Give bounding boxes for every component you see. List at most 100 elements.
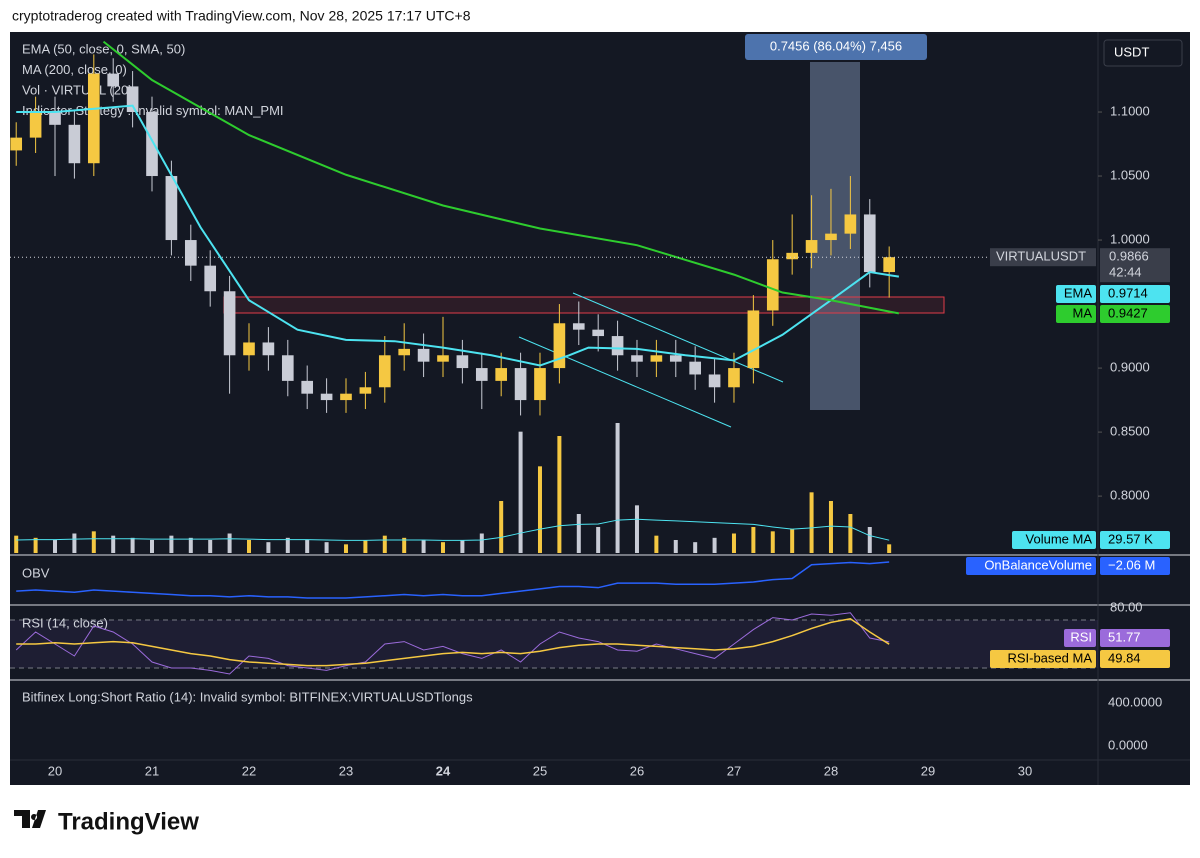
candle-body: [495, 368, 508, 381]
candle-body: [475, 368, 488, 381]
candle-body: [728, 368, 740, 388]
volume-bar: [518, 431, 523, 553]
volume-bar: [169, 535, 174, 553]
candle-body: [146, 112, 158, 177]
x-tick-label: 24: [436, 763, 451, 778]
candle-body: [301, 380, 314, 394]
volume-bar: [33, 537, 38, 553]
y-tick-label: 1.0500: [1110, 167, 1150, 182]
candle-body: [204, 265, 217, 292]
candle-body: [68, 124, 81, 164]
candle-body: [611, 336, 624, 356]
candle-body: [514, 368, 527, 401]
volume-bar: [246, 540, 251, 553]
tag-value: −2.06 M: [1108, 557, 1155, 572]
volume-bar: [673, 540, 678, 553]
tag-value-bg: [1100, 557, 1170, 575]
volume-bar: [693, 542, 698, 553]
tag-value: 0.9714: [1108, 285, 1148, 300]
zone-rect: [223, 296, 945, 314]
x-tick-label: 25: [533, 763, 547, 778]
legend-item: MA (200, close, 0): [22, 62, 127, 77]
candle-body: [805, 240, 818, 253]
legend-item: Indicator Strategy : Invalid symbol: MAN…: [22, 103, 284, 118]
tag-name-bg: [1056, 285, 1096, 303]
candle-body: [49, 112, 61, 125]
header: cryptotraderog created with TradingView.…: [12, 8, 471, 24]
x-tick-label: 23: [339, 763, 353, 778]
x-tick-label: 21: [145, 763, 159, 778]
candle-body: [243, 342, 255, 356]
price-label: 0.9866: [1109, 249, 1149, 264]
volume-bar: [440, 542, 445, 553]
volume-bar: [285, 537, 290, 553]
volume-bar: [828, 501, 833, 553]
candle-body: [398, 348, 411, 356]
volume-bar: [382, 535, 387, 553]
volume-bar: [712, 537, 717, 553]
volume-bar: [848, 514, 853, 553]
candle-body: [281, 355, 294, 381]
volume-bar: [343, 544, 348, 553]
candle-body: [863, 214, 876, 273]
candle-body: [456, 355, 469, 369]
candle-body: [631, 355, 643, 362]
price-label-bg: [1100, 248, 1170, 283]
indicator-line: [102, 40, 900, 315]
ls-tick-label: 400.0000: [1108, 694, 1162, 709]
volume-bar: [72, 533, 77, 553]
x-tick-label: 26: [630, 763, 644, 778]
tag-name: RSI: [1070, 629, 1092, 644]
tag-value-bg: [1100, 305, 1170, 323]
tag-name: EMA: [1064, 285, 1093, 300]
tag-value-bg: [1100, 285, 1170, 303]
volume-bar: [130, 537, 135, 553]
tag-value: 51.77: [1108, 629, 1141, 644]
tag-name: MA: [1073, 305, 1093, 320]
tag-name-bg: [966, 557, 1096, 575]
candle-body: [766, 259, 779, 311]
rsi-band: [10, 620, 1098, 668]
volume-bar: [809, 492, 814, 553]
logo-icon: [14, 810, 46, 828]
volume-bar: [227, 533, 232, 553]
tag-value: 49.84: [1108, 650, 1141, 665]
pane-title: Bitfinex Long:Short Ratio (14): Invalid …: [22, 689, 473, 704]
x-tick-label: 20: [48, 763, 62, 778]
volume-bar: [576, 514, 581, 553]
ls-tick-label: 0.0000: [1108, 737, 1148, 752]
volume-bar: [751, 527, 756, 553]
candle-body: [87, 73, 100, 164]
x-tick-label: 22: [242, 763, 256, 778]
volume-bar: [53, 540, 58, 553]
volume-bar: [615, 423, 620, 553]
x-tick-label: 27: [727, 763, 741, 778]
candle-body: [825, 233, 837, 241]
candle-body: [107, 73, 120, 87]
volume-bar: [324, 542, 329, 553]
pane-title: RSI (14, close): [22, 615, 108, 630]
measure-label-bg: [745, 34, 927, 60]
volume-bar: [557, 436, 562, 553]
volume-bar: [887, 544, 892, 553]
candle-body: [10, 137, 23, 151]
x-tick-label: 29: [921, 763, 935, 778]
volume-bar: [150, 540, 155, 553]
candle-body: [262, 342, 275, 356]
volume-bar: [111, 535, 116, 553]
candle-body: [29, 112, 42, 138]
countdown: 42:44: [1109, 265, 1142, 280]
candle-body: [572, 323, 585, 330]
tag-value: 29.57 K: [1108, 531, 1153, 546]
candle-body: [417, 348, 430, 362]
candle-body: [165, 176, 178, 241]
y-tick-label: 0.8500: [1110, 424, 1150, 439]
volume-bar: [867, 527, 872, 553]
candle-body: [359, 387, 372, 394]
tag-name: RSI-based MA: [1007, 650, 1092, 665]
volume-bar: [14, 535, 19, 553]
volume-bar: [537, 466, 542, 553]
volume-bar: [731, 533, 736, 553]
